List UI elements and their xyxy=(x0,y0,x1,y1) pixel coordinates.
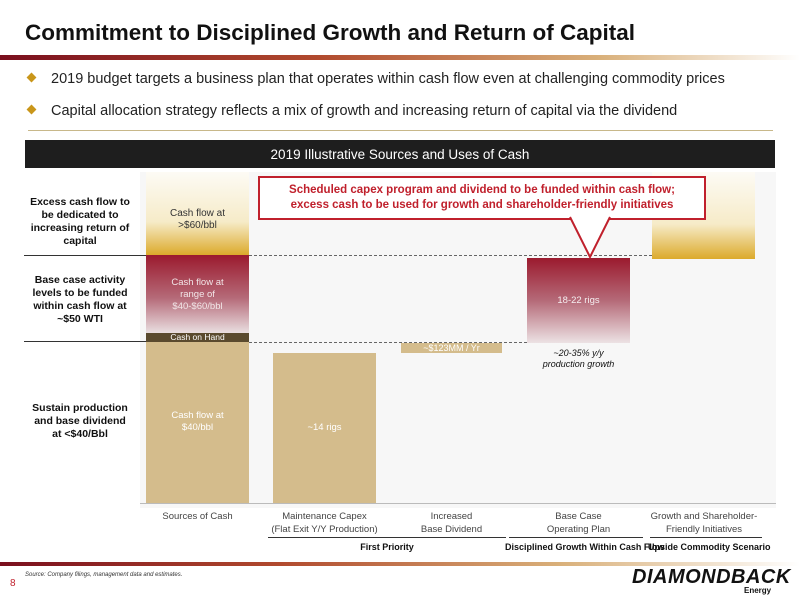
bar-dividend-label: ~$123MM / Yr xyxy=(423,343,480,353)
bar-maintenance-capex xyxy=(273,353,376,503)
bullet-divider xyxy=(28,130,773,131)
bar-sources-base xyxy=(146,342,249,503)
divider-line-bottom xyxy=(24,341,146,342)
side-label-excess: Excess cash flow to be dedicated to increa… xyxy=(30,196,130,247)
group-first-priority: First Priority xyxy=(360,542,414,552)
callout-line-1: Scheduled capex program and dividend to … xyxy=(289,184,675,196)
dashed-line-lower xyxy=(249,342,527,343)
bullet-1-text: 2019 budget targets a business plan that… xyxy=(51,71,725,87)
bar-sources-mid xyxy=(146,255,249,333)
bar-operating-label: 18-22 rigs xyxy=(557,295,600,306)
bar-sources-base-label: Cash flow at $40/bbl xyxy=(171,410,224,433)
growth-note: ~20-35% y/y production growth xyxy=(542,348,615,369)
footer-rule xyxy=(0,562,800,566)
chart-baseline xyxy=(140,503,776,504)
group-disciplined-growth: Disciplined Growth Within Cash Flow xyxy=(505,542,665,552)
chart-banner-text: 2019 Illustrative Sources and Uses of Ca… xyxy=(270,146,530,162)
bar-maintenance-label: ~14 rigs xyxy=(307,422,342,433)
dashed-line-upper xyxy=(249,255,652,256)
group-rule-disciplined xyxy=(509,537,643,538)
callout-box: Scheduled capex program and dividend to … xyxy=(258,176,706,220)
group-rule-upside xyxy=(650,537,762,538)
x-label-maintenance: Maintenance Capex (Flat Exit Y/Y Producti… xyxy=(271,511,378,535)
bar-sources-top xyxy=(146,172,249,255)
title-rule xyxy=(0,55,800,60)
bar-sources-top-label: Cash flow at >$60/bbl xyxy=(169,208,226,231)
bullet-1: 2019 budget targets a business plan that… xyxy=(26,71,725,87)
side-label-sustain: Sustain production and base dividend at <$… xyxy=(32,402,128,440)
x-label-growth: Growth and Shareholder- Friendly Initiati… xyxy=(650,511,758,535)
callout-pointer-arrow xyxy=(569,216,611,260)
chart-banner: 2019 Illustrative Sources and Uses of Ca… xyxy=(25,140,775,168)
bullet-2: Capital allocation strategy reflects a m… xyxy=(26,103,678,119)
x-label-sources: Sources of Cash xyxy=(162,511,233,522)
group-upside-commodity: Upside Commodity Scenario xyxy=(648,542,771,552)
x-label-dividend: Increased Base Dividend xyxy=(420,511,483,535)
bar-dividend xyxy=(401,343,502,353)
bar-cash-on-hand: Cash on Hand xyxy=(146,333,249,342)
x-label-operating: Base Case Operating Plan xyxy=(546,511,611,535)
source-note: Source: Company filings, management data… xyxy=(25,572,183,578)
page-number: 8 xyxy=(10,578,16,589)
diamond-bullet-icon xyxy=(26,104,37,115)
company-logo: DIAMONDBACK xyxy=(632,566,791,588)
diamond-bullet-icon xyxy=(26,72,37,83)
bar-sources-mid-label: Cash flow at range of $40-$60/bbl xyxy=(171,277,224,312)
page-title: Commitment to Disciplined Growth and Ret… xyxy=(25,20,636,45)
group-rule-first-priority xyxy=(268,537,506,538)
callout-pointer xyxy=(569,216,611,260)
callout-line-2: excess cash to be used for growth and sh… xyxy=(290,199,674,211)
company-logo-sub: Energy xyxy=(744,586,772,595)
bullet-2-text: Capital allocation strategy reflects a m… xyxy=(51,103,678,119)
divider-line-top xyxy=(24,255,146,256)
side-label-base: Base case activity levels to be funded wit… xyxy=(32,274,128,325)
bar-operating-plan xyxy=(527,258,630,343)
